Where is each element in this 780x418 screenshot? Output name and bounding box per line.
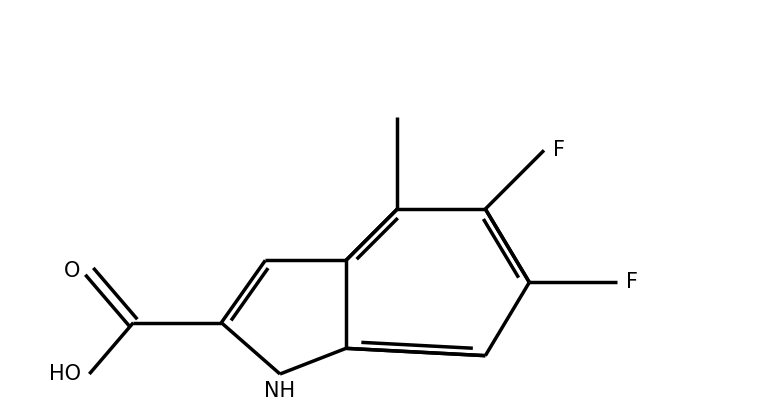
Text: F: F	[626, 273, 638, 292]
Text: HO: HO	[48, 364, 80, 384]
Text: NH: NH	[264, 381, 296, 401]
Text: O: O	[64, 261, 80, 281]
Text: F: F	[553, 140, 565, 161]
